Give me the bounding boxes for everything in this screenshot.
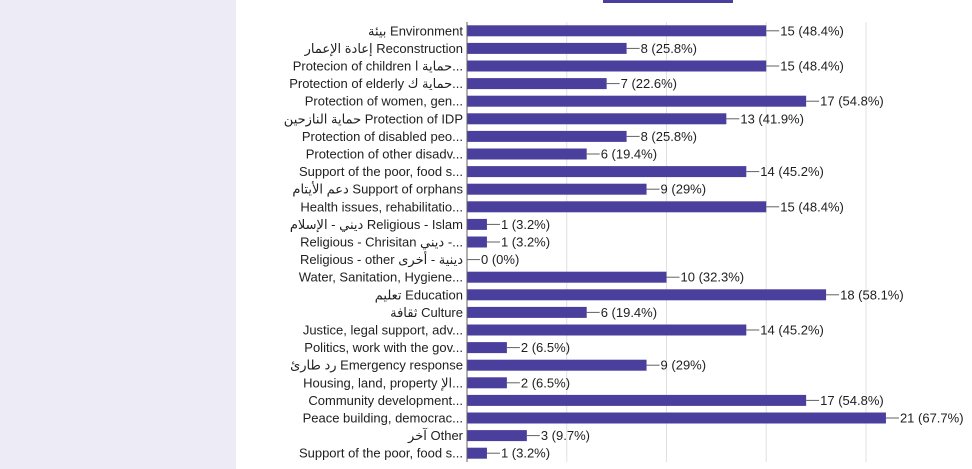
value-label: 6 (19.4%) xyxy=(601,147,657,162)
value-label: 13 (41.9%) xyxy=(740,111,804,126)
category-label: تعليم Education xyxy=(375,287,463,303)
value-label: 14 (45.2%) xyxy=(760,164,824,179)
value-label: 17 (54.8%) xyxy=(820,393,884,408)
category-label: آخر Other xyxy=(407,427,464,444)
category-label: Protection of women, gen... xyxy=(305,94,463,109)
value-label: 2 (6.5%) xyxy=(521,340,570,355)
category-label: ثقافة Culture xyxy=(390,305,463,320)
category-label: ديني - الإسلام Religious - Islam xyxy=(290,217,463,232)
value-label: 21 (67.7%) xyxy=(900,411,964,426)
value-label: 18 (58.1%) xyxy=(840,287,904,302)
bar xyxy=(467,148,587,160)
value-label: 8 (25.8%) xyxy=(641,129,697,144)
category-label: Housing, land, property الإ... xyxy=(303,375,463,390)
bar xyxy=(467,42,627,54)
bar xyxy=(467,412,886,424)
category-label: Protecion of children حماية ا... xyxy=(293,59,463,74)
bar xyxy=(467,78,607,90)
category-label: Politics, work with the gov... xyxy=(304,340,463,355)
value-label: 7 (22.6%) xyxy=(621,76,677,91)
bar xyxy=(467,289,827,301)
bar xyxy=(467,306,587,318)
bar xyxy=(467,394,807,406)
left-panel xyxy=(0,0,236,469)
bar xyxy=(467,430,527,442)
category-label: Religious - Chrisitan ديني -... xyxy=(300,235,463,250)
value-label: 8 (25.8%) xyxy=(641,41,697,56)
bar xyxy=(467,166,747,178)
category-label: Support of the poor, food s... xyxy=(299,164,463,179)
value-label: 9 (29%) xyxy=(661,358,707,373)
category-label: Support of the poor, food s... xyxy=(299,446,463,461)
bar xyxy=(467,25,767,37)
bar xyxy=(467,359,647,371)
value-label: 15 (48.4%) xyxy=(780,199,844,214)
category-label: Peace building, democrac... xyxy=(303,411,463,426)
category-label: رد طارئ Emergency response xyxy=(290,358,463,374)
bar xyxy=(467,271,667,283)
bar xyxy=(467,236,487,248)
bar xyxy=(467,60,767,72)
category-label: Health issues, rehabilitatio... xyxy=(300,199,463,214)
value-label: 14 (45.2%) xyxy=(760,323,824,338)
bar xyxy=(467,113,727,125)
value-label: 15 (48.4%) xyxy=(780,59,844,74)
value-label: 9 (29%) xyxy=(661,182,707,197)
value-label: 0 (0%) xyxy=(481,252,519,267)
bar xyxy=(467,324,747,336)
active-tab-indicator xyxy=(603,0,733,3)
value-label: 1 (3.2%) xyxy=(501,446,550,461)
value-label: 2 (6.5%) xyxy=(521,375,570,390)
bar xyxy=(467,342,507,354)
category-label: Community development... xyxy=(308,393,463,408)
value-label: 15 (48.4%) xyxy=(780,23,844,38)
value-label: 17 (54.8%) xyxy=(820,94,884,109)
value-label: 1 (3.2%) xyxy=(501,235,550,250)
bar xyxy=(467,95,807,107)
bar xyxy=(467,201,767,213)
category-label: Protection of elderly حماية ك... xyxy=(289,76,463,91)
category-label: بيئة Environment xyxy=(368,23,463,38)
category-label: Water, Sanitation, Hygiene... xyxy=(299,270,463,285)
bar xyxy=(467,218,487,230)
category-label: Protection of other disadv... xyxy=(306,147,463,162)
category-label: حماية النازحين Protection of IDP xyxy=(284,111,463,127)
bar xyxy=(467,447,487,459)
value-label: 6 (19.4%) xyxy=(601,305,657,320)
category-label: Justice, legal support, adv... xyxy=(303,323,463,338)
category-label: Religious - other دينية - أخرى xyxy=(300,251,463,268)
category-label: Protection of disabled peo... xyxy=(302,129,463,144)
category-label: دعم الأيتام Support of orphans xyxy=(292,181,463,198)
bar xyxy=(467,130,627,142)
bar xyxy=(467,377,507,389)
bar xyxy=(467,183,647,195)
value-label: 3 (9.7%) xyxy=(541,428,590,443)
value-label: 10 (32.3%) xyxy=(681,270,745,285)
category-label: إعادة الإعمار Reconstruction xyxy=(304,41,463,57)
value-label: 1 (3.2%) xyxy=(501,217,550,232)
